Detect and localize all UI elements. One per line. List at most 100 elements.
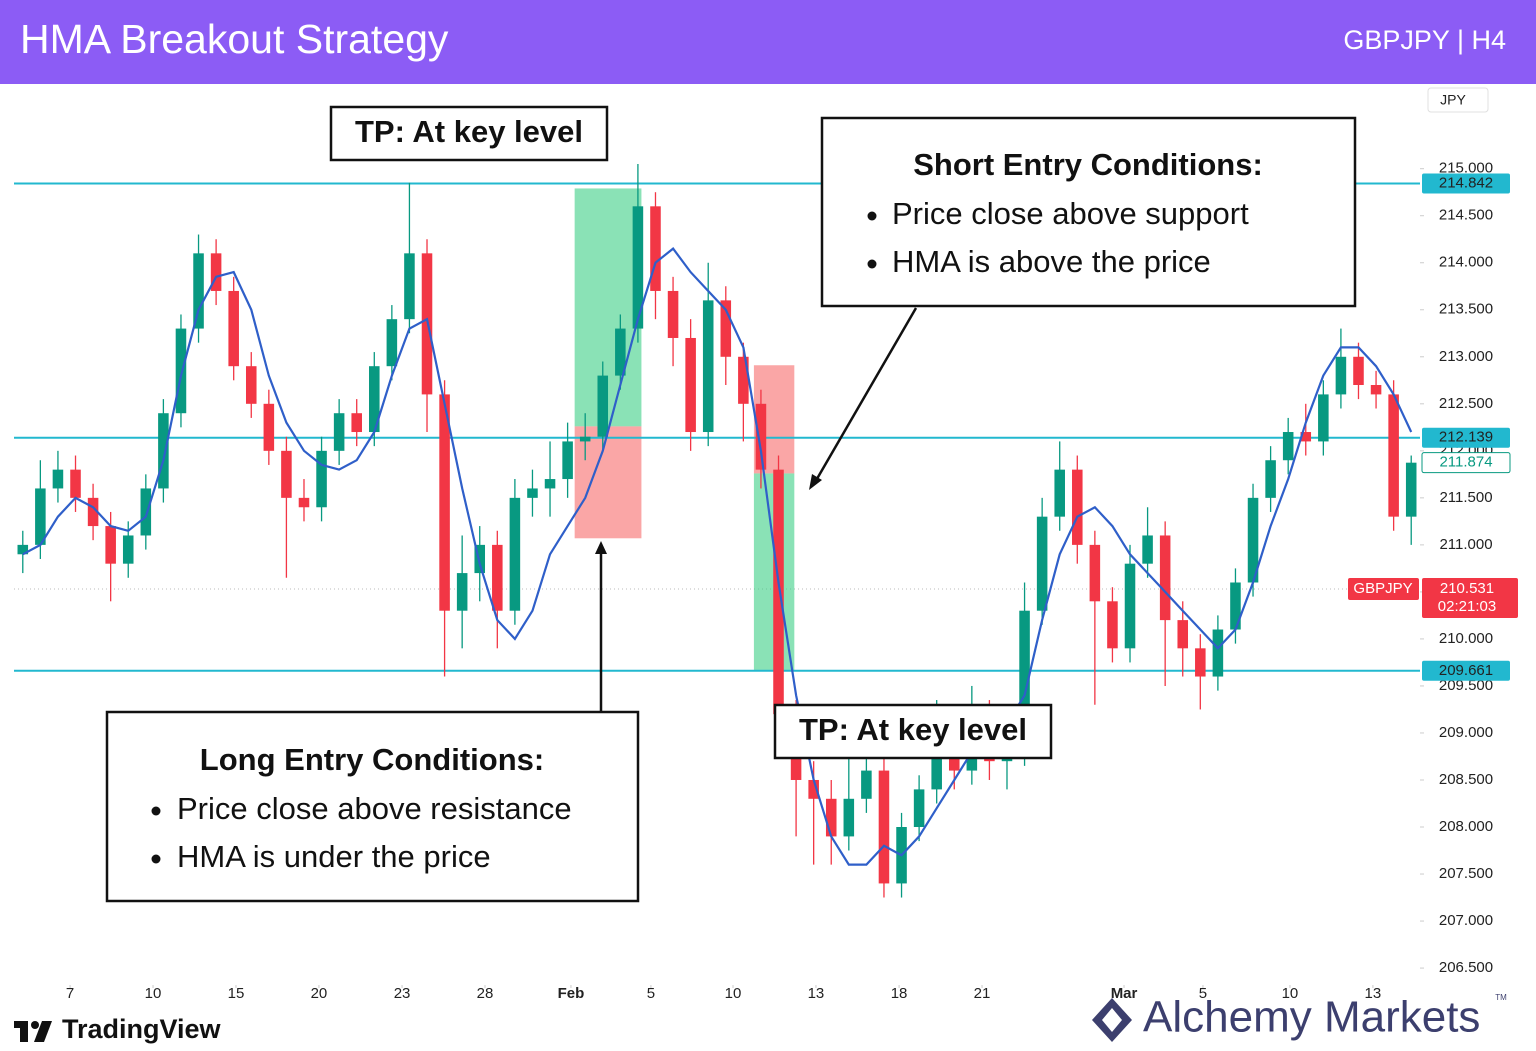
candle-body [492, 544, 503, 611]
y-tick-label: 208.500 [1439, 771, 1493, 788]
symbol-label: GBPJPY [1353, 580, 1412, 597]
candle-body [298, 497, 310, 508]
short-bullet: Price close above support [892, 196, 1249, 231]
header-bar [0, 0, 1536, 84]
price-tag [1422, 577, 1518, 618]
candle-body [843, 798, 855, 837]
candle-body [1072, 469, 1083, 545]
x-tick-label: 10 [1282, 985, 1299, 1002]
candle-body [615, 328, 626, 376]
candle-body [105, 526, 116, 564]
y-tick-label: 211.000 [1439, 536, 1492, 553]
tp-box [329, 105, 609, 162]
y-tick-label: 206.500 [1439, 959, 1493, 976]
tp-label: TP: At key level [355, 114, 583, 149]
plot: 206.500 207.000 207.500 208.000 208.500 209.0… [14, 160, 1518, 1002]
candle-body [738, 356, 749, 404]
candle-body [1265, 460, 1276, 498]
candle-body [369, 366, 380, 433]
bullet [867, 211, 877, 221]
long-bullet: HMA is under the price [177, 839, 491, 874]
candle-body [931, 751, 942, 790]
candle-body [685, 337, 696, 433]
candle-body [351, 413, 362, 433]
x-tick-label: 20 [311, 985, 328, 1002]
bullet [151, 854, 161, 864]
level-tag-label: 214.842 [1439, 175, 1493, 192]
y-tick-label: 210.000 [1439, 630, 1493, 647]
candle-body [1019, 610, 1030, 752]
candle-body [158, 413, 169, 489]
candle-body [509, 497, 521, 611]
x-tick-label: 21 [974, 985, 991, 1002]
level-tag [1422, 173, 1510, 194]
x-tick-label: 15 [228, 985, 245, 1002]
candle-body [316, 450, 327, 508]
candle-body [1177, 620, 1189, 649]
candle-body [386, 319, 398, 367]
candle-body [913, 789, 925, 828]
brand-name: Alchemy Markets [1143, 993, 1480, 1042]
candle-body [702, 300, 714, 433]
x-tick-label: 5 [647, 985, 655, 1002]
candle-body [1388, 394, 1399, 517]
candle-body [17, 544, 29, 555]
candle-body [175, 328, 187, 414]
candle-body [1247, 497, 1259, 583]
candle-body [1159, 535, 1171, 621]
candle-body [1195, 648, 1206, 677]
candle-body [35, 488, 46, 545]
candle-body [579, 436, 591, 442]
candle-body [1370, 385, 1382, 395]
y-tick-label: 212.500 [1439, 395, 1493, 412]
x-tick-label: 10 [145, 985, 162, 1002]
candle-body [948, 751, 960, 771]
candle-body [1212, 629, 1224, 677]
footer: TradingView Alchemy Markets TM [14, 993, 1507, 1044]
candle-body [562, 441, 573, 480]
candle-body [1282, 432, 1294, 461]
level-tag-label: 209.661 [1439, 662, 1493, 679]
candle-body [1318, 394, 1329, 442]
candle-body [87, 497, 99, 527]
x-tick-label: 13 [808, 985, 825, 1002]
candle-body [650, 206, 661, 291]
arrow [812, 307, 918, 485]
level-tag [1422, 660, 1510, 681]
y-tick-label: 211.500 [1439, 489, 1492, 506]
hma-line [22, 247, 1413, 866]
tp-label: TP: At key level [799, 712, 1027, 747]
y-tick-label: 207.000 [1439, 912, 1493, 929]
candle-body [228, 290, 239, 367]
candle-body [808, 779, 819, 799]
short-bullet: HMA is above the price [892, 244, 1211, 279]
arrow-head [595, 541, 607, 554]
brand-logo [1092, 998, 1132, 1042]
candle-body [245, 366, 257, 404]
candle-body [825, 798, 837, 837]
candle-body [773, 469, 784, 715]
bullet [151, 806, 161, 816]
candle-body [544, 479, 556, 489]
candle-body [404, 253, 415, 320]
long-title: Long Entry Conditions: [200, 742, 544, 777]
candle-body [439, 394, 450, 611]
x-tick-label: 18 [891, 985, 908, 1002]
x-tick-label: Feb [558, 985, 585, 1002]
short-title: Short Entry Conditions: [913, 147, 1263, 182]
x-tick-label: 7 [66, 985, 74, 1002]
unit-box [1427, 87, 1489, 113]
candle-body [1300, 432, 1312, 442]
y-tick-label: 214.000 [1439, 254, 1493, 271]
arrow-head [809, 474, 822, 490]
candle-body [1405, 462, 1417, 517]
level-tag [1422, 427, 1510, 448]
y-tick-label: 207.500 [1439, 865, 1493, 882]
candle-body [456, 573, 468, 611]
candle-body [193, 253, 204, 329]
long-box [105, 710, 640, 903]
countdown-label: 02:21:03 [1438, 598, 1496, 615]
candle-body [632, 206, 644, 329]
candle-body [1124, 563, 1136, 649]
